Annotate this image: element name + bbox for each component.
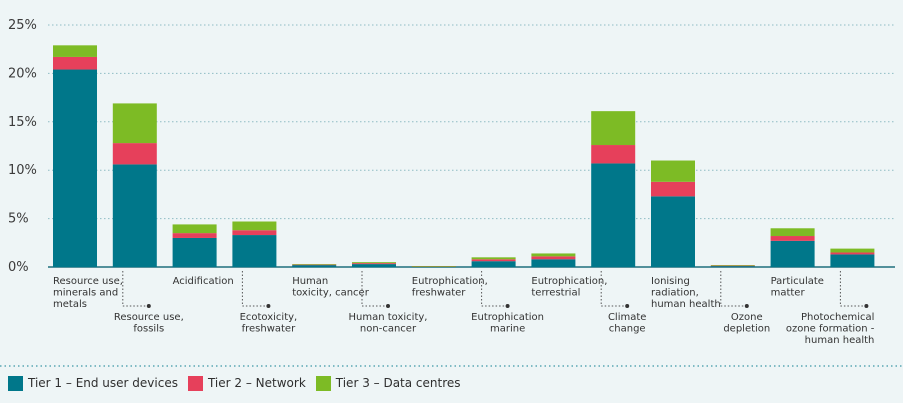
- category-label: Eutrophication, freshwater: [412, 276, 488, 299]
- bar-segment-tier3: [710, 265, 755, 266]
- bar-segment-tier3: [591, 111, 636, 146]
- bar-segment-tier2: [172, 233, 217, 238]
- legend-label-tier1: Tier 1 – End user devices: [28, 376, 178, 390]
- bar-segment-tier1: [172, 237, 217, 267]
- bar-segment-tier1: [292, 265, 337, 267]
- category-label: Ecotoxicity, freshwater: [240, 312, 298, 335]
- legend: Tier 1 – End user devices Tier 2 – Netwo…: [8, 374, 471, 392]
- category-label: Human toxicity, cancer: [292, 276, 370, 299]
- label-leader-dot: [625, 304, 630, 308]
- y-tick-label: 20%: [8, 66, 37, 81]
- label-leader-dot: [505, 304, 510, 308]
- legend-item-tier2: Tier 2 – Network: [187, 375, 306, 391]
- bar-segment-tier3: [770, 228, 815, 237]
- category-label: Resource use, minerals and metals: [53, 276, 123, 310]
- label-leader-dot: [744, 304, 749, 308]
- bar-segment-tier1: [53, 69, 97, 267]
- label-leader-dot: [864, 304, 869, 308]
- bar-segment-tier3: [352, 262, 396, 264]
- legend-item-tier1: Tier 1 – End user devices: [8, 375, 178, 391]
- bar-segment-tier1: [830, 254, 875, 267]
- bar-segment-tier3: [471, 257, 516, 260]
- y-tick-label: 0%: [8, 260, 29, 275]
- bar-segment-tier3: [651, 160, 695, 182]
- y-axis-ticks: 0% 5% 10% 15% 20% 25%: [8, 18, 37, 275]
- bar-segment-tier2: [531, 256, 576, 260]
- bar-segment-tier3: [411, 266, 456, 267]
- bar-segment-tier1: [112, 164, 157, 267]
- y-tick-label: 10%: [8, 163, 37, 178]
- bar-segment-tier3: [292, 264, 337, 265]
- bar-segment-tier3: [172, 224, 217, 234]
- bar-segment-tier1: [651, 196, 695, 267]
- bar-segment-tier2: [53, 56, 97, 70]
- bar-segment-tier2: [710, 265, 755, 267]
- bar-segment-tier3: [112, 103, 157, 144]
- category-label: Climate change: [608, 312, 646, 335]
- category-label: Eutrophication marine: [471, 312, 544, 335]
- category-label: Acidification: [173, 276, 234, 287]
- bar-segment-tier3: [531, 253, 576, 257]
- bar-segment-tier1: [770, 240, 815, 267]
- bar-segment-tier2: [651, 181, 695, 197]
- legend-swatch-tier3: [315, 375, 331, 391]
- category-label: Ozone depletion: [723, 312, 770, 335]
- category-labels: Resource use, minerals and metalsResource …: [53, 271, 875, 346]
- legend-item-tier3: Tier 3 – Data centres: [315, 375, 461, 391]
- bar-segment-tier1: [531, 259, 576, 267]
- category-label: Human toxicity, non-cancer: [349, 312, 428, 335]
- bars: [53, 45, 875, 268]
- label-leader-dot: [146, 304, 151, 308]
- y-tick-label: 5%: [8, 212, 29, 227]
- bar-segment-tier2: [471, 259, 516, 262]
- legend-label-tier3: Tier 3 – Data centres: [335, 376, 461, 390]
- bar-segment-tier2: [770, 236, 815, 241]
- bar-segment-tier1: [591, 163, 636, 267]
- bar-segment-tier2: [352, 263, 396, 265]
- bar-segment-tier3: [53, 45, 97, 57]
- bar-segment-tier3: [830, 248, 875, 253]
- bar-segment-tier2: [232, 230, 277, 236]
- bar-segment-tier2: [112, 143, 157, 165]
- bar-segment-tier2: [292, 264, 337, 266]
- y-tick-label: 25%: [8, 18, 37, 33]
- category-label: Eutrophication, terrestrial: [531, 276, 607, 299]
- label-leader-dot: [266, 304, 271, 308]
- bar-segment-tier1: [352, 264, 396, 267]
- category-label: Photochemical ozone formation -human heal…: [786, 312, 875, 346]
- category-label: Resource use, fossils: [114, 312, 184, 335]
- bar-segment-tier2: [830, 252, 875, 255]
- y-tick-label: 15%: [8, 115, 37, 130]
- category-label: Ionising radiation, human health: [651, 276, 721, 310]
- category-label: Particulate matter: [771, 276, 824, 299]
- legend-swatch-tier2: [187, 375, 203, 391]
- legend-label-tier2: Tier 2 – Network: [207, 376, 306, 390]
- bar-segment-tier1: [232, 235, 277, 267]
- bar-segment-tier1: [471, 261, 516, 267]
- legend-swatch-tier1: [8, 375, 23, 391]
- bar-segment-tier2: [591, 145, 636, 164]
- bar-segment-tier1: [710, 266, 755, 267]
- label-leader-dot: [386, 304, 390, 308]
- bar-segment-tier3: [232, 221, 277, 231]
